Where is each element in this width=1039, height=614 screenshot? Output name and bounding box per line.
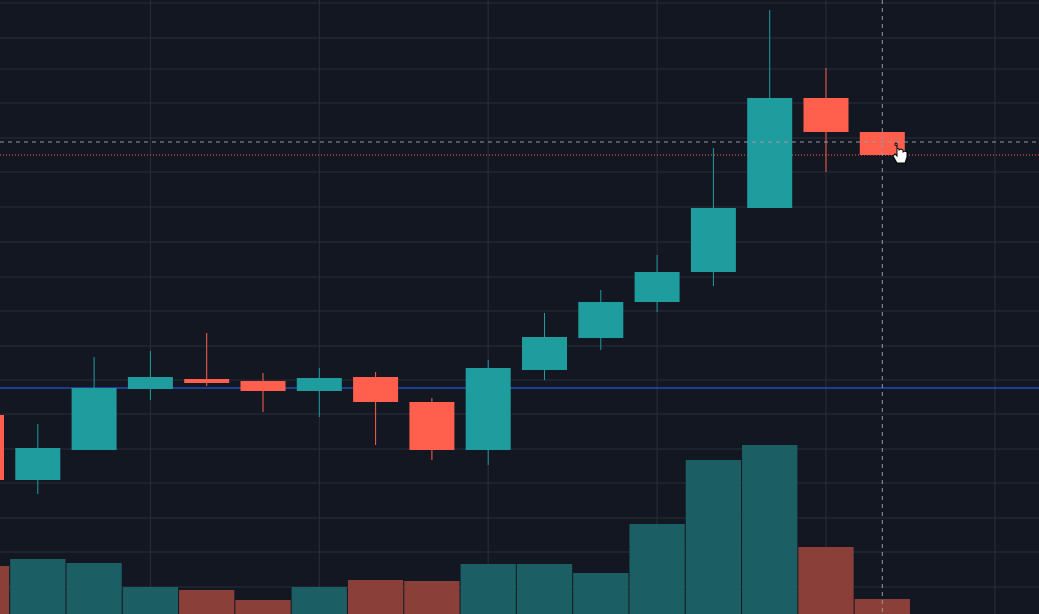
candle-body bbox=[690, 208, 736, 272]
volume-bar bbox=[10, 559, 66, 614]
volume-pane bbox=[0, 445, 910, 614]
candle-body bbox=[465, 368, 511, 450]
candle-body bbox=[803, 98, 849, 132]
candle-body bbox=[0, 415, 4, 480]
cursor bbox=[892, 142, 908, 164]
candle-body bbox=[15, 448, 61, 480]
candle-body bbox=[71, 388, 117, 450]
candle-body bbox=[578, 302, 624, 338]
volume-bar bbox=[685, 460, 742, 614]
volume-bar bbox=[460, 564, 516, 614]
volume-bar bbox=[0, 566, 10, 614]
candles bbox=[0, 10, 905, 494]
volume-bar bbox=[516, 564, 573, 614]
price-lines bbox=[0, 154, 1039, 389]
volume-bar bbox=[742, 445, 798, 614]
candle-body bbox=[747, 98, 793, 208]
volume-bar bbox=[798, 547, 854, 614]
candle-body bbox=[634, 272, 680, 302]
candle-body bbox=[353, 377, 399, 402]
candle-body bbox=[409, 402, 455, 450]
volume-bar bbox=[854, 599, 910, 614]
volume-bar bbox=[66, 563, 122, 614]
volume-bar bbox=[235, 600, 291, 614]
volume-bar bbox=[179, 590, 235, 614]
volume-bar bbox=[573, 573, 629, 614]
volume-bar bbox=[291, 587, 347, 614]
candle-body bbox=[127, 377, 173, 389]
volume-bar bbox=[404, 581, 460, 614]
volume-bar bbox=[347, 580, 404, 614]
candle-body bbox=[240, 381, 286, 391]
candle-body bbox=[522, 337, 567, 370]
volume-bar bbox=[122, 587, 179, 614]
candle-body bbox=[184, 379, 230, 383]
volume-bar bbox=[629, 524, 685, 614]
candle-body bbox=[859, 132, 905, 155]
candle-body bbox=[296, 378, 342, 391]
